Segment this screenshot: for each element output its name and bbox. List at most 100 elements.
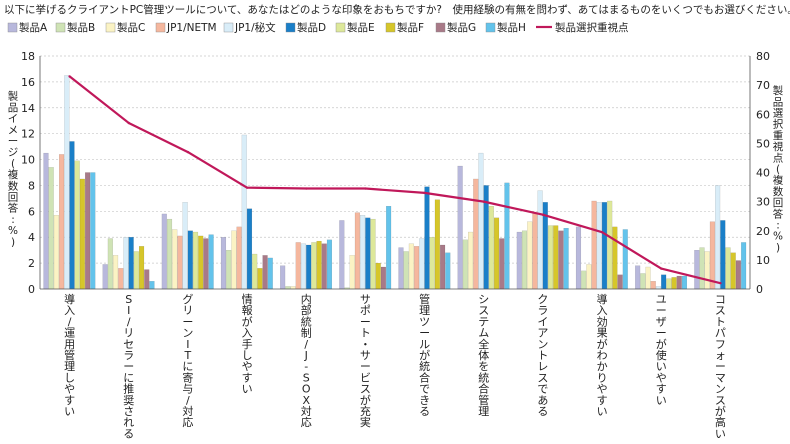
bar-5-9: [386, 206, 392, 290]
category-label-6: 管理ツールが統合できる: [419, 292, 430, 418]
y-tick-label-3: 6: [28, 205, 35, 218]
y-tick-label-9: 18: [21, 50, 35, 63]
bar-8-4: [537, 190, 543, 290]
bar-5-7: [375, 262, 381, 290]
bar-8-2: [527, 221, 533, 290]
bar-10-7: [671, 277, 677, 290]
bar-9-1: [581, 270, 587, 290]
bar-3-8: [262, 255, 268, 290]
bar-2-9: [208, 234, 214, 290]
category-label-5: サポート・サービスが充実: [360, 293, 371, 429]
bar-1-5: [128, 237, 134, 290]
bar-5-5: [365, 217, 371, 290]
bar-4-4: [300, 243, 306, 290]
bar-9-6: [607, 200, 613, 290]
y2-tick-label-1: 10: [756, 254, 770, 267]
line-point-4: [305, 187, 308, 190]
y2-tick-label-4: 40: [756, 167, 770, 180]
bar-11-6: [725, 247, 731, 290]
bar-6-4: [419, 238, 425, 290]
bar-1-3: [118, 268, 124, 290]
legend-label-4: JP1/秘文: [234, 21, 276, 34]
bar-3-5: [246, 208, 253, 290]
bar-3-9: [267, 257, 273, 290]
category-label-4: 内部統制/J -S O X 対応: [301, 292, 312, 429]
bar-10-9: [681, 275, 687, 290]
bar-5-6: [370, 218, 376, 290]
bar-0-7: [79, 178, 85, 290]
bar-7-7: [493, 217, 500, 290]
legend-swatch-9: [485, 22, 496, 33]
bar-1-1: [107, 238, 113, 290]
line-point-8: [541, 213, 545, 216]
bar-9-5: [601, 202, 608, 290]
bar-0-8: [85, 172, 91, 290]
bar-8-7: [553, 225, 559, 290]
bar-6-1: [403, 251, 409, 290]
bar-2-6: [192, 231, 199, 290]
bar-3-3: [236, 226, 242, 290]
category-label-3: 情報が入手しやすい: [242, 293, 253, 396]
y-tick-label-0: 0: [28, 283, 35, 296]
bar-7-2: [467, 231, 474, 290]
y-tick-label-1: 2: [28, 257, 35, 270]
y2-tick-label-6: 60: [756, 108, 770, 121]
bar-2-3: [177, 235, 183, 290]
line-point-6: [423, 191, 426, 195]
bar-1-0: [102, 264, 108, 290]
bar-4-5: [306, 244, 312, 290]
line-point-11: [719, 281, 722, 285]
bar-4-7: [316, 240, 322, 290]
bar-3-4: [241, 134, 247, 290]
bar-2-4: [182, 202, 188, 290]
bar-10-5: [661, 274, 667, 290]
bar-4-3: [295, 242, 301, 290]
legend-swatch-3: [155, 22, 166, 33]
bar-9-8: [617, 274, 623, 290]
category-label-7: システム全体を統合管理: [478, 293, 489, 418]
chart-title: 以下に挙げるクライアントPC管理ツールについて、あなたはどのような印象をおもちで…: [4, 3, 790, 16]
bar-1-7: [138, 246, 145, 290]
bar-6-6: [429, 237, 435, 290]
line-point-10: [660, 267, 663, 270]
bar-6-5: [424, 186, 430, 290]
bar-6-7: [434, 199, 440, 290]
bar-0-4: [64, 75, 70, 290]
y-tick-label-5: 10: [21, 154, 35, 167]
bar-5-2: [349, 255, 355, 290]
bar-0-0: [43, 152, 49, 290]
legend-swatch-2: [105, 22, 116, 33]
bar-6-8: [440, 244, 446, 290]
bar-5-0: [339, 220, 345, 290]
legend-label-3: JP1/NETM: [166, 22, 217, 34]
bar-3-6: [252, 253, 258, 290]
bar-2-2: [172, 229, 178, 290]
y-axis-label: 製品イメージ(複数回答:%): [8, 90, 19, 249]
line-series: [68, 75, 722, 285]
category-label-9: 導入効果がわかりやすい: [597, 292, 608, 418]
legend-swatch-5: [285, 22, 296, 33]
line-point-3: [245, 186, 249, 189]
y2-tick-label-0: 0: [756, 283, 763, 296]
bar-10-1: [640, 273, 646, 290]
bar-1-8: [144, 269, 150, 290]
legend-label-6: 製品E: [347, 21, 375, 34]
bar-6-2: [408, 243, 414, 290]
bar-7-0: [457, 165, 463, 290]
bar-10-0: [635, 265, 641, 290]
bar-7-6: [488, 206, 494, 290]
legend-swatch-0: [7, 22, 18, 33]
y2-axis-label: 製品選択重視点(複数回答:%): [773, 84, 784, 254]
bar-4-0: [280, 265, 286, 290]
legend-swatch-8: [435, 22, 446, 33]
bar-8-3: [532, 212, 538, 290]
bar-10-6: [666, 278, 672, 290]
legend-label-7: 製品F: [397, 21, 424, 34]
y2-tick-label-3: 30: [756, 196, 770, 209]
bar-11-4: [715, 185, 721, 290]
bar-5-8: [380, 266, 386, 290]
bar-0-2: [53, 215, 59, 290]
bar-11-1: [699, 247, 705, 290]
bar-9-9: [622, 229, 628, 290]
